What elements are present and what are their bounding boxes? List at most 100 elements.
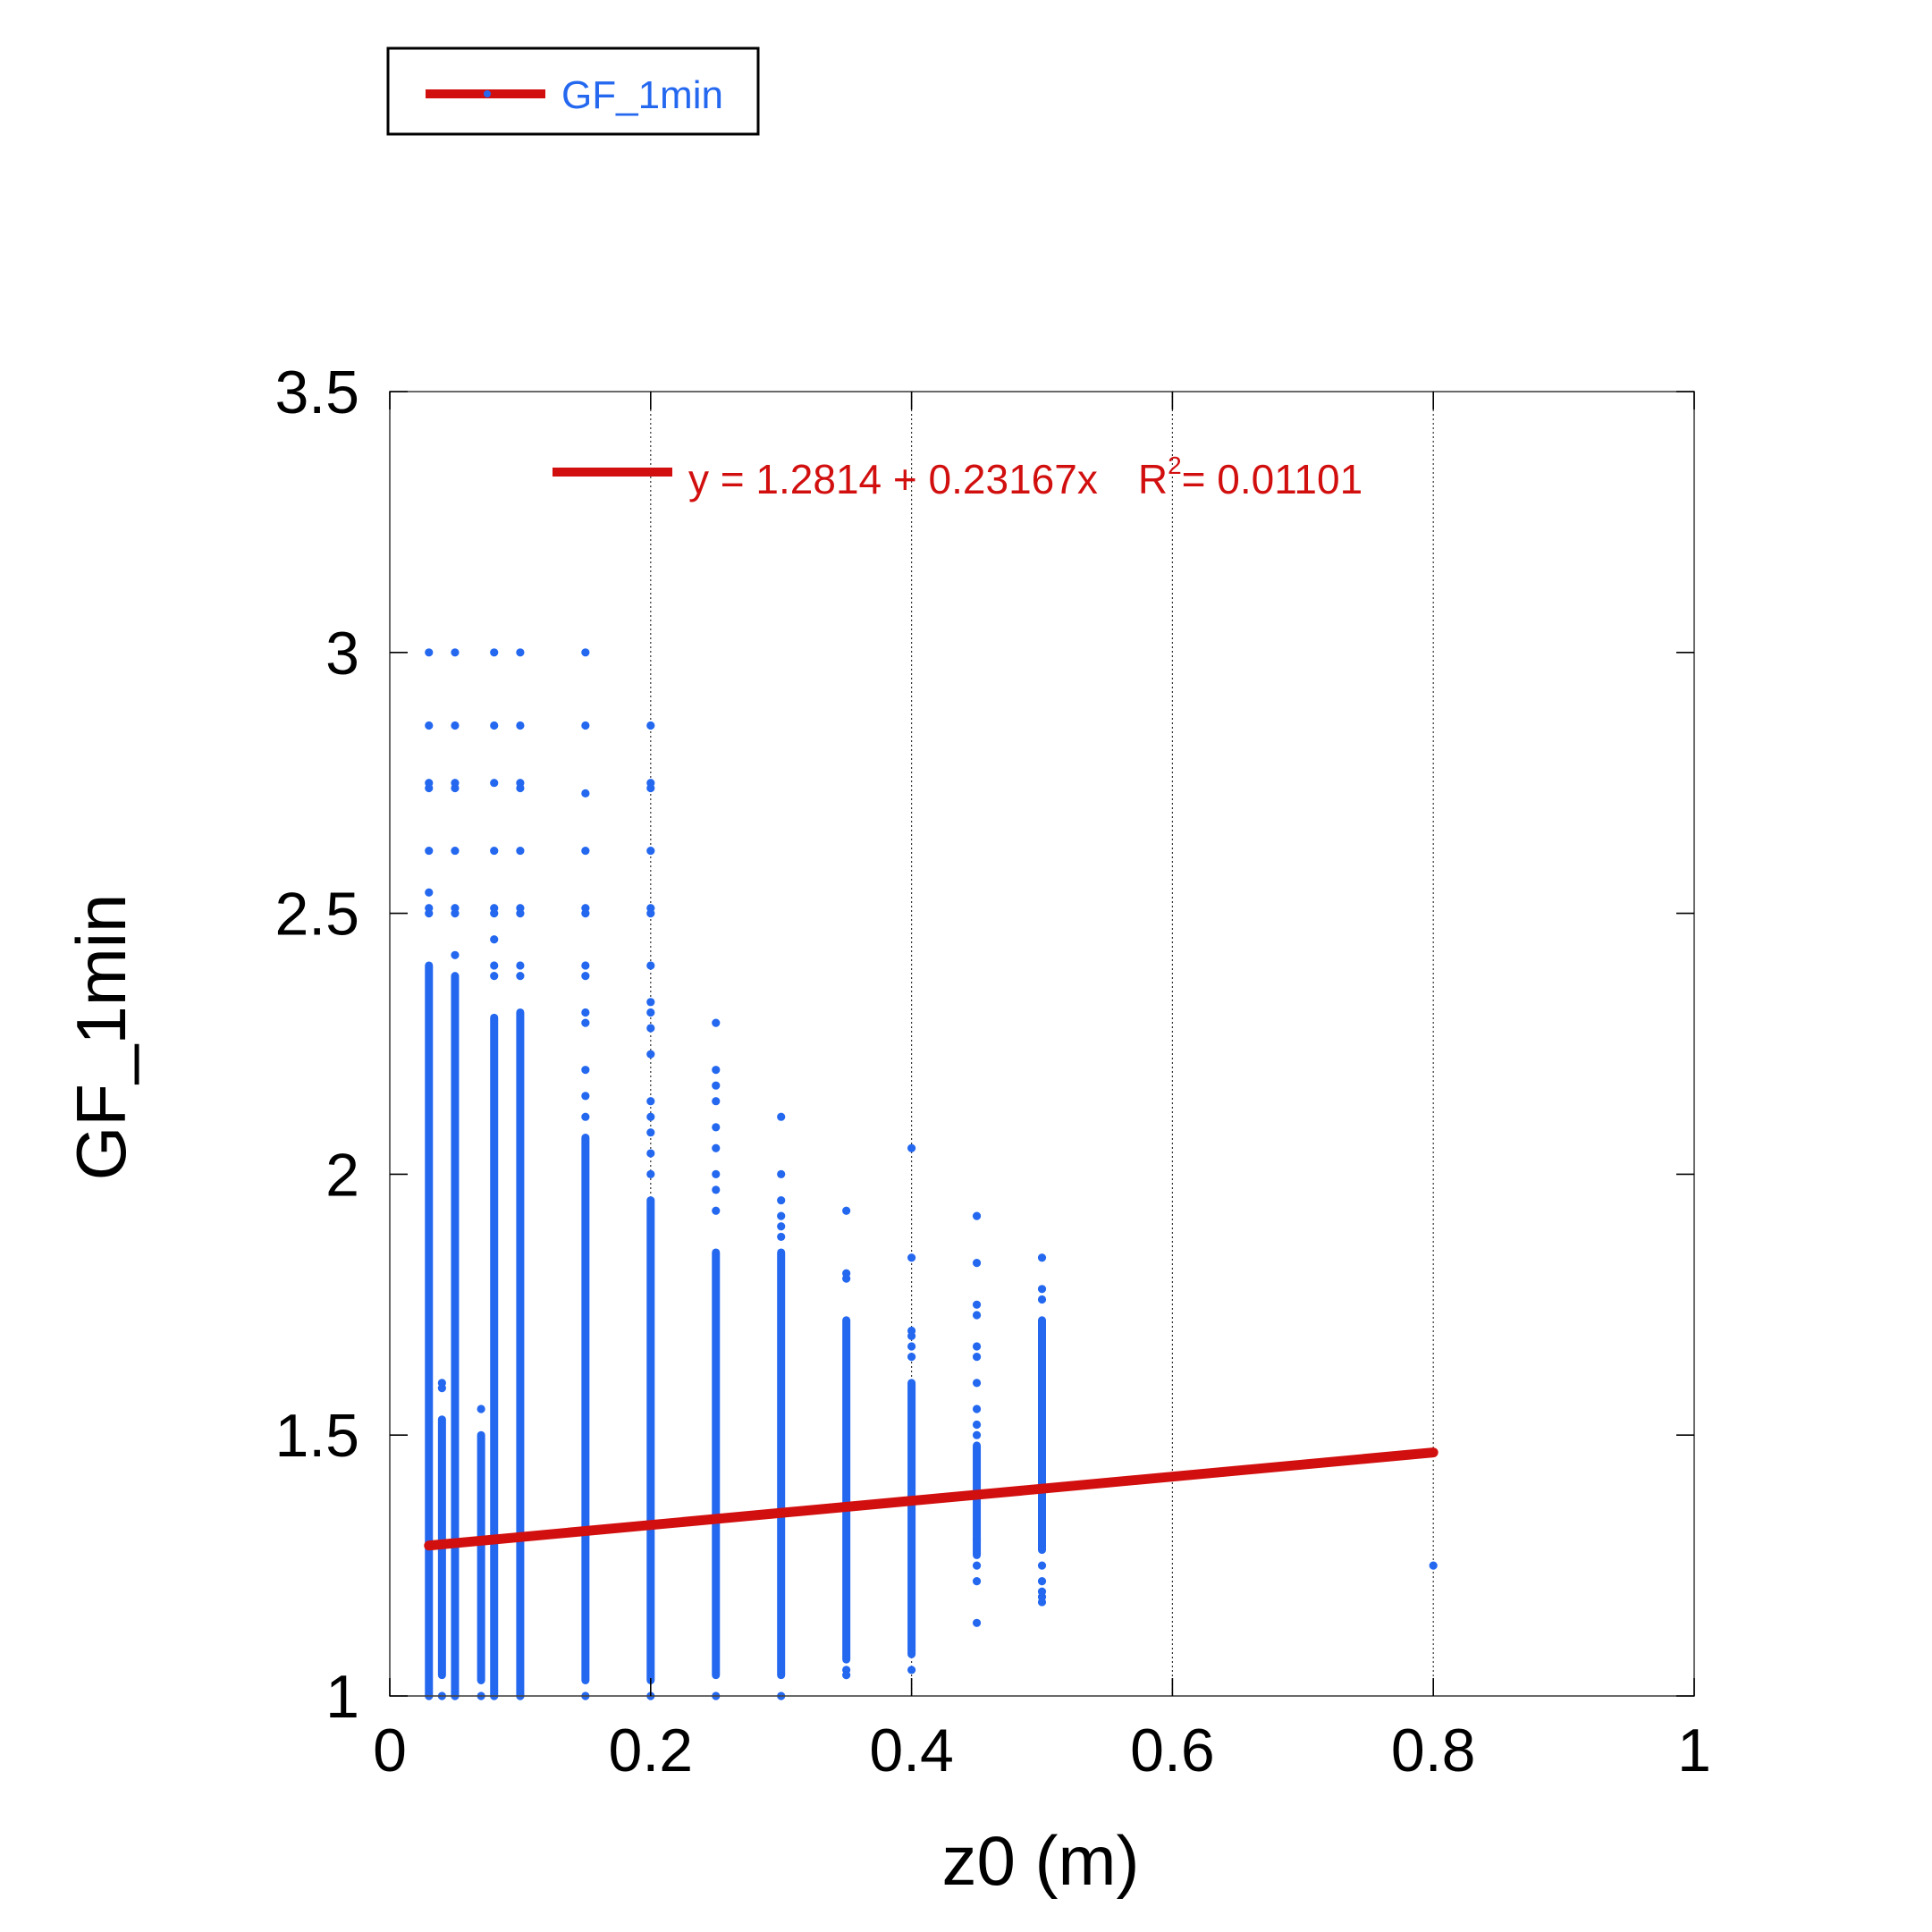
data-point (972, 1342, 982, 1351)
data-point (972, 1618, 982, 1627)
data-point (581, 648, 590, 657)
data-point (777, 1232, 786, 1242)
data-point (646, 1112, 655, 1121)
y-axis-title: GF_1min (62, 894, 140, 1181)
data-point (425, 888, 434, 897)
data-point (425, 648, 434, 657)
data-point (777, 1211, 786, 1220)
y-tick-label: 3.5 (274, 359, 359, 426)
data-point (972, 1430, 982, 1439)
data-point (972, 1311, 982, 1320)
data-point (581, 961, 590, 970)
data-point (842, 1274, 851, 1283)
data-point (972, 1353, 982, 1362)
data-point (1037, 1598, 1047, 1607)
data-point (581, 972, 590, 981)
data-point (646, 1149, 655, 1158)
data-point (516, 721, 525, 730)
data-point (1429, 1561, 1438, 1570)
data-point (712, 1206, 721, 1215)
data-point (490, 961, 499, 970)
data-point (451, 846, 460, 856)
tick-labels: 0 0.2 0.4 0.6 0.8 1 1 1.5 2 2.5 3 3.5 (274, 359, 1710, 1784)
y-tick-label: 3 (325, 620, 359, 688)
data-point (646, 1008, 655, 1017)
data-point (972, 1259, 982, 1268)
data-point (516, 783, 525, 793)
data-point (972, 1405, 982, 1413)
fit-line-group (424, 1447, 1438, 1551)
data-point (646, 1050, 655, 1059)
data-point (907, 1253, 916, 1262)
data-point (777, 1112, 786, 1121)
data-point (490, 648, 499, 657)
fit-r2-prefix: R (1138, 456, 1168, 502)
data-point (581, 909, 590, 918)
axis-ticks (389, 391, 1695, 1697)
y-tick-label: 2 (325, 1141, 359, 1209)
data-point (907, 1342, 916, 1351)
data-point (451, 909, 460, 918)
data-point (646, 961, 655, 970)
fit-annotation: y = 1.2814 + 0.23167x R2= 0.01101 (553, 451, 1363, 502)
data-point (581, 1092, 590, 1101)
data-point (490, 721, 499, 730)
data-point (581, 1018, 590, 1027)
data-point (1037, 1561, 1047, 1570)
data-point (581, 1008, 590, 1017)
data-point (646, 721, 655, 730)
data-point (490, 972, 499, 981)
data-point (712, 1169, 721, 1178)
data-point (712, 1066, 721, 1075)
data-point (646, 783, 655, 793)
data-point (581, 1112, 590, 1121)
data-point (425, 783, 434, 793)
data-point (712, 1018, 721, 1027)
fit-equation-text: y = 1.2814 + 0.23167x (688, 456, 1098, 502)
data-point (425, 904, 434, 913)
data-point (477, 1405, 485, 1413)
data-point (425, 846, 434, 856)
data-point (907, 1331, 916, 1340)
data-point (646, 909, 655, 918)
data-point (451, 721, 460, 730)
fit-line (424, 1447, 1438, 1551)
data-point (490, 846, 499, 856)
data-point (425, 721, 434, 730)
y-tick-label: 1 (325, 1663, 359, 1731)
data-point (972, 1535, 982, 1544)
data-point (907, 1666, 916, 1675)
fit-r2-value: = 0.01101 (1182, 456, 1363, 502)
data-point (451, 783, 460, 793)
data-point (972, 1211, 982, 1220)
data-point (581, 846, 590, 856)
x-tick-label: 1 (1677, 1717, 1711, 1784)
x-tick-label: 0 (373, 1717, 407, 1784)
data-point (516, 846, 525, 856)
data-point (1037, 1295, 1047, 1304)
data-point (712, 1097, 721, 1106)
data-points (425, 648, 1438, 1700)
data-point (490, 909, 499, 918)
data-point (712, 1081, 721, 1090)
data-point (451, 648, 460, 657)
plot-frame (389, 391, 1695, 1697)
data-point (777, 1195, 786, 1205)
legend: GF_1min (386, 46, 760, 136)
x-tick-label: 0.8 (1391, 1717, 1476, 1784)
data-point (712, 1143, 721, 1152)
data-point (712, 1123, 721, 1132)
fit-r2-superscript: 2 (1168, 451, 1182, 479)
data-point (490, 779, 499, 788)
data-point (437, 1384, 446, 1393)
data-point (490, 935, 499, 944)
x-tick-label: 0.4 (869, 1717, 954, 1784)
x-tick-label: 0.6 (1130, 1717, 1215, 1784)
data-point (646, 846, 655, 856)
x-tick-label: 0.2 (609, 1717, 694, 1784)
y-tick-label: 2.5 (274, 881, 359, 949)
legend-label: GF_1min (561, 73, 723, 117)
data-point (646, 1169, 655, 1178)
